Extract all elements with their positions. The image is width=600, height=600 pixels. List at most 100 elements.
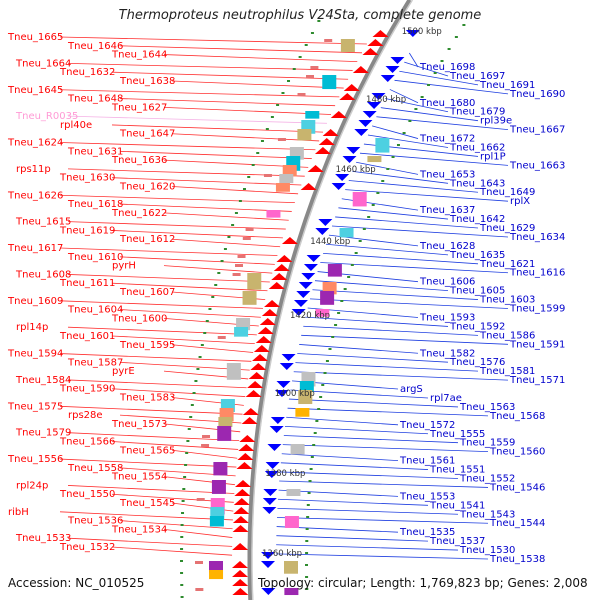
tick-mark — [310, 32, 314, 34]
cog-block — [279, 174, 294, 184]
reverse-gene-arrow — [265, 462, 280, 469]
gene-label-right: Tneu_1591 — [509, 339, 565, 350]
feature-mark — [277, 138, 286, 141]
tick-mark — [328, 348, 332, 350]
leader-line — [111, 177, 302, 186]
gene-label-left: Tneu_1638 — [119, 76, 175, 87]
leader-line — [279, 471, 459, 479]
tick-mark — [305, 552, 309, 554]
leader-line — [335, 216, 479, 229]
gene-label-left: Tneu_1636 — [111, 155, 167, 166]
tick-mark — [343, 288, 347, 290]
leader-line — [163, 265, 273, 274]
gene-label-left: Tneu_1648 — [67, 94, 123, 105]
leader-line — [171, 344, 254, 353]
tick-mark — [242, 188, 246, 190]
forward-gene-arrow — [307, 165, 324, 172]
tick-mark — [180, 560, 183, 562]
gene-label-left: Tneu_1610 — [67, 252, 123, 263]
tick-mark — [323, 372, 327, 374]
forward-gene-arrow — [232, 579, 249, 586]
tick-mark — [371, 204, 375, 206]
tick-mark — [305, 576, 309, 578]
forward-gene-arrow — [238, 444, 255, 451]
leader-line — [352, 170, 449, 184]
tick-mark — [265, 128, 269, 130]
leader-line — [293, 371, 509, 381]
tick-mark — [227, 236, 231, 238]
cog-block — [209, 561, 224, 573]
leader-line — [276, 535, 429, 542]
gene-label-left: Tneu_1632 — [59, 67, 115, 78]
leader-line — [277, 498, 429, 506]
reverse-gene-arrow — [261, 561, 276, 568]
cog-block — [367, 156, 382, 163]
forward-gene-arrow — [247, 381, 264, 388]
leader-line — [171, 186, 299, 195]
feature-mark — [202, 435, 211, 438]
tick-mark — [182, 488, 186, 490]
forward-gene-arrow — [253, 345, 270, 352]
leader-line — [280, 462, 429, 470]
leader-line — [59, 458, 237, 468]
leader-line — [277, 507, 459, 515]
tick-mark — [354, 252, 358, 254]
cog-block — [242, 291, 257, 305]
forward-gene-arrow — [276, 255, 293, 262]
gene-label-left: Tneu_1615 — [15, 217, 71, 228]
leader-line — [163, 106, 332, 115]
feature-mark — [196, 498, 205, 501]
gene-label-left: rps28e — [68, 410, 103, 421]
leader-line — [119, 256, 275, 265]
reverse-gene-arrow — [380, 75, 395, 82]
tick-mark — [386, 168, 390, 170]
cog-block — [284, 516, 299, 528]
gene-label-right: Tneu_1643 — [449, 178, 505, 189]
gene-label-left: Tneu_1608 — [15, 269, 71, 280]
gene-label-right: Tneu_1581 — [479, 366, 535, 377]
cog-block — [247, 273, 262, 290]
reverse-gene-arrow — [335, 174, 350, 181]
leader-line — [111, 441, 239, 450]
tick-mark — [180, 536, 184, 538]
tick-mark — [433, 72, 437, 74]
reverse-gene-arrow — [354, 129, 369, 136]
gene-label-left: Tneu_1550 — [59, 489, 115, 500]
gene-label-right: Tneu_1582 — [419, 348, 475, 359]
tick-mark — [292, 68, 296, 70]
leader-line — [281, 453, 399, 461]
reverse-gene-arrow — [371, 93, 386, 100]
forward-gene-arrow — [232, 525, 249, 532]
gene-label-right: Tneu_1593 — [419, 312, 475, 323]
leader-line — [67, 274, 270, 283]
tick-mark — [208, 308, 212, 310]
cog-block — [209, 516, 224, 527]
leader-line — [67, 221, 286, 230]
leader-line — [119, 309, 261, 318]
forward-gene-arrow — [314, 147, 331, 154]
gene-label-right: Tneu_1621 — [479, 259, 535, 270]
gene-label-right: Tneu_1571 — [509, 375, 565, 386]
tick-mark — [347, 276, 351, 278]
leader-line — [111, 124, 324, 133]
reverse-gene-arrow — [267, 444, 282, 451]
tick-mark — [220, 260, 224, 262]
forward-gene-arrow — [268, 282, 285, 289]
gene-label-left: rpl40e — [60, 120, 92, 131]
gene-label-right: Tneu_1653 — [419, 169, 475, 180]
gene-label-right: Tneu_1563 — [459, 402, 515, 413]
tick-mark — [184, 464, 188, 466]
forward-gene-arrow — [372, 30, 389, 37]
forward-gene-arrow — [300, 183, 317, 190]
gene-label-right: Tneu_1628 — [419, 241, 475, 252]
forward-gene-arrow — [322, 129, 339, 136]
gene-label-right: rpl1P — [480, 151, 506, 162]
gene-label-right: Tneu_1559 — [459, 438, 515, 449]
scale-label: 1380 kbp — [265, 469, 305, 479]
feature-mark — [306, 75, 315, 78]
gene-label-left: Tneu_1626 — [7, 190, 63, 201]
leader-line — [111, 71, 349, 80]
tick-mark — [367, 216, 371, 218]
tick-mark — [362, 228, 366, 230]
gene-label-left: Tneu_1565 — [119, 445, 175, 456]
